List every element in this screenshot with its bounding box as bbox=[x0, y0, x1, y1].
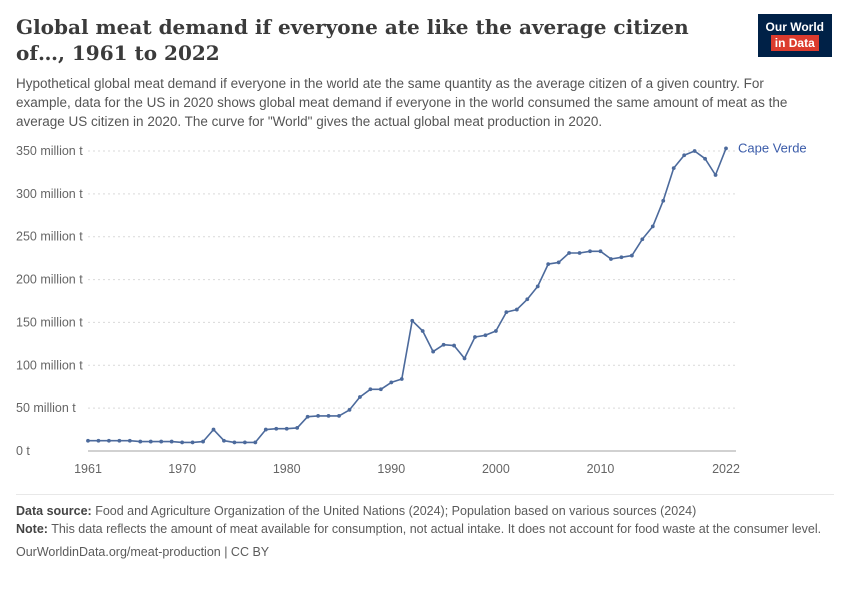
data-point[interactable] bbox=[692, 149, 697, 154]
y-tick-label: 0 t bbox=[16, 444, 30, 458]
data-point[interactable] bbox=[253, 440, 258, 445]
data-point[interactable] bbox=[619, 255, 624, 260]
data-point[interactable] bbox=[598, 249, 603, 254]
x-tick-label: 1961 bbox=[74, 462, 102, 476]
data-point[interactable] bbox=[263, 428, 268, 432]
data-point[interactable] bbox=[378, 387, 383, 392]
data-line[interactable] bbox=[88, 148, 727, 444]
data-point[interactable] bbox=[514, 308, 519, 312]
data-point[interactable] bbox=[295, 426, 300, 431]
data-point[interactable] bbox=[452, 344, 456, 348]
chart-area[interactable]: 0 t 50 million t 100 million t 150 million … bbox=[0, 131, 850, 492]
y-tick-label: 150 million t bbox=[16, 316, 83, 330]
data-point[interactable] bbox=[159, 440, 164, 444]
chart-title: Global meat demand if everyone ate like … bbox=[16, 15, 689, 65]
owid-logo-line2: in Data bbox=[770, 35, 819, 52]
data-point[interactable] bbox=[650, 224, 655, 229]
data-point[interactable] bbox=[420, 329, 425, 334]
data-point[interactable] bbox=[671, 166, 676, 171]
y-tick-label: 100 million t bbox=[16, 359, 83, 373]
data-point[interactable] bbox=[316, 414, 320, 419]
data-point[interactable] bbox=[326, 414, 331, 419]
y-tick-label: 200 million t bbox=[16, 273, 83, 287]
data-point[interactable] bbox=[525, 297, 530, 302]
data-point[interactable] bbox=[441, 343, 446, 348]
data-point[interactable] bbox=[389, 380, 394, 385]
data-point[interactable] bbox=[211, 428, 216, 432]
data-point[interactable] bbox=[494, 329, 498, 334]
x-tick-label: 2000 bbox=[482, 462, 510, 476]
data-point[interactable] bbox=[431, 350, 436, 354]
line-chart[interactable]: 0 t 50 million t 100 million t 150 million … bbox=[0, 135, 850, 487]
y-tick-label: 50 million t bbox=[16, 402, 76, 416]
data-point[interactable] bbox=[117, 439, 122, 444]
data-source-line: Data source: Food and Agriculture Organi… bbox=[16, 503, 834, 521]
data-point[interactable] bbox=[368, 387, 373, 392]
data-point[interactable] bbox=[504, 310, 509, 315]
x-tick-label: 2022 bbox=[712, 462, 740, 476]
data-point[interactable] bbox=[588, 249, 592, 254]
footer: Data source: Food and Agriculture Organi… bbox=[16, 494, 834, 562]
data-point[interactable] bbox=[96, 439, 101, 444]
data-point[interactable] bbox=[274, 427, 279, 432]
x-tick-label: 1980 bbox=[273, 462, 301, 476]
data-point[interactable] bbox=[577, 251, 582, 256]
owid-logo[interactable]: Our World in Data bbox=[757, 14, 832, 58]
data-point[interactable] bbox=[473, 335, 477, 340]
data-point[interactable] bbox=[347, 408, 352, 413]
data-point[interactable] bbox=[201, 440, 205, 444]
data-point[interactable] bbox=[127, 439, 132, 444]
data-point[interactable] bbox=[232, 440, 237, 445]
data-point[interactable] bbox=[567, 251, 572, 256]
data-point[interactable] bbox=[661, 199, 666, 204]
x-tick-label: 1990 bbox=[377, 462, 405, 476]
data-point[interactable] bbox=[337, 414, 341, 419]
data-point[interactable] bbox=[556, 260, 561, 265]
data-point[interactable] bbox=[284, 427, 289, 432]
y-tick-label: 300 million t bbox=[16, 187, 83, 201]
data-point[interactable] bbox=[190, 440, 195, 445]
data-point[interactable] bbox=[358, 395, 362, 400]
data-point[interactable] bbox=[483, 333, 488, 338]
data-point[interactable] bbox=[305, 415, 310, 420]
y-tick-label: 350 million t bbox=[16, 144, 83, 158]
data-point[interactable] bbox=[242, 440, 247, 445]
data-point[interactable] bbox=[703, 157, 707, 162]
data-point[interactable] bbox=[682, 153, 687, 158]
data-point[interactable] bbox=[148, 440, 153, 444]
note-label: Note: bbox=[16, 521, 48, 536]
data-point[interactable] bbox=[629, 254, 634, 258]
data-point[interactable] bbox=[86, 439, 90, 444]
series-label[interactable]: Cape Verde bbox=[738, 141, 807, 156]
data-point[interactable] bbox=[107, 439, 111, 444]
data-point[interactable] bbox=[724, 146, 728, 151]
data-source-label: Data source: bbox=[16, 504, 92, 519]
x-tick-label: 2010 bbox=[587, 462, 615, 476]
data-point[interactable] bbox=[640, 237, 645, 242]
y-tick-label: 250 million t bbox=[16, 230, 83, 244]
header: Global meat demand if everyone ate like … bbox=[0, 0, 850, 66]
data-point[interactable] bbox=[462, 356, 467, 361]
data-point[interactable] bbox=[169, 440, 174, 444]
data-point[interactable] bbox=[222, 439, 226, 444]
license-line[interactable]: OurWorldinData.org/meat-production | CC … bbox=[16, 545, 270, 560]
data-source-text: Food and Agriculture Organization of the… bbox=[91, 504, 697, 519]
owid-logo-line1: Our World bbox=[765, 20, 824, 34]
data-point[interactable] bbox=[609, 257, 613, 262]
data-point[interactable] bbox=[138, 440, 143, 444]
data-point[interactable] bbox=[410, 319, 415, 324]
data-point[interactable] bbox=[535, 284, 540, 289]
x-tick-label: 1970 bbox=[168, 462, 196, 476]
data-point[interactable] bbox=[546, 262, 551, 267]
note-text: This data reflects the amount of meat av… bbox=[47, 521, 822, 536]
data-point[interactable] bbox=[399, 377, 404, 382]
data-point[interactable] bbox=[713, 173, 718, 178]
data-point[interactable] bbox=[180, 440, 185, 445]
note-line: Note: This data reflects the amount of m… bbox=[16, 521, 834, 539]
chart-subtitle: Hypothetical global meat demand if every… bbox=[16, 76, 788, 130]
